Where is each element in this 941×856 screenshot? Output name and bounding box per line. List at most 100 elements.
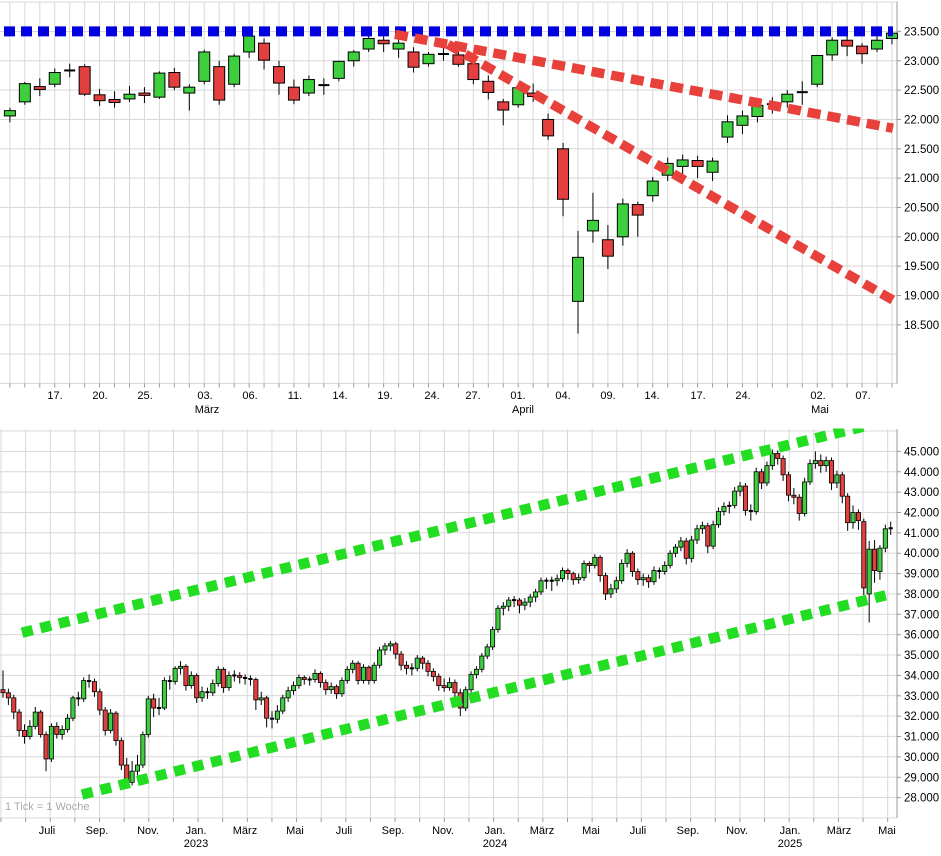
candle (753, 467, 759, 515)
candle (764, 461, 770, 487)
y-tick-label: 39.000 (904, 569, 939, 581)
candle (629, 551, 635, 577)
candle (371, 662, 377, 684)
x-tick-label: 17. (690, 390, 705, 402)
candle (829, 457, 835, 491)
candle (635, 568, 641, 585)
x-tick-label: März (530, 825, 554, 837)
x-tick-label: 24. (735, 390, 750, 402)
candle (544, 577, 549, 589)
candle (737, 481, 743, 497)
candles (0, 449, 893, 789)
candle (736, 110, 749, 135)
candle (727, 501, 732, 514)
y-tick-label: 23.000 (904, 56, 939, 68)
candle (657, 567, 662, 579)
candle (468, 671, 474, 693)
candle (323, 679, 329, 695)
candle (691, 155, 704, 179)
candle (183, 84, 196, 111)
candle (613, 576, 619, 593)
axis-ticks (0, 450, 901, 822)
candle (651, 566, 657, 585)
candle (437, 47, 449, 61)
candle (780, 455, 786, 481)
candle (871, 34, 883, 52)
candle (732, 487, 738, 509)
x-tick-label: Jan. (485, 825, 506, 837)
candle (683, 537, 689, 565)
y-axis-labels: 23.500 23.000 22.500 22.000 21.500 21.000 20.5… (904, 26, 939, 331)
candle (296, 674, 302, 689)
candle (769, 449, 775, 470)
candle (334, 684, 340, 699)
x-tick-label: 14. (644, 390, 659, 402)
candle (27, 720, 33, 740)
y-tick-label: 33.000 (904, 691, 939, 703)
candle (845, 493, 851, 531)
candle (549, 576, 554, 591)
candle (362, 34, 375, 52)
candle (414, 655, 420, 672)
x-tick-label: 19. (377, 390, 392, 402)
candle (123, 85, 136, 102)
candle (850, 505, 856, 529)
candle (570, 571, 576, 585)
candle (328, 682, 334, 694)
candle (274, 704, 280, 724)
candle (38, 710, 44, 738)
candle (11, 694, 17, 720)
y-tick-label: 20.000 (904, 232, 939, 244)
candle (76, 691, 81, 706)
candle (452, 679, 458, 699)
candle (3, 107, 16, 123)
candle (102, 707, 108, 736)
candle (382, 642, 388, 656)
candle (43, 731, 49, 772)
candle (22, 724, 28, 744)
candle (153, 71, 166, 99)
candle (16, 709, 22, 737)
x-period-label: März (195, 404, 219, 416)
candle (188, 671, 194, 689)
candle (839, 471, 845, 504)
candle (113, 711, 119, 746)
y-tick-label: 34.000 (904, 670, 939, 682)
candle (586, 561, 592, 573)
candle (291, 681, 297, 695)
candle (32, 707, 38, 730)
candle (603, 572, 609, 601)
candle (484, 643, 490, 660)
candle (269, 711, 275, 729)
candle (215, 666, 221, 687)
y-tick-label: 42.000 (904, 508, 939, 520)
x-period-label: April (512, 404, 534, 416)
candle (597, 555, 603, 582)
candle (855, 509, 861, 530)
candle (601, 225, 614, 270)
x-tick-label: März (233, 825, 257, 837)
candle (436, 673, 442, 691)
x-tick-label: 14. (332, 390, 347, 402)
candle (861, 518, 867, 595)
y-tick-label: 43.000 (904, 487, 939, 499)
candle (366, 665, 372, 685)
y-tick-label: 22.500 (904, 85, 939, 97)
candle (59, 725, 65, 740)
y-tick-label: 23.500 (904, 26, 939, 38)
x-tick-label: Juli (630, 825, 647, 837)
x-tick-label: Nov. (137, 825, 159, 837)
x-tick-label: 25. (137, 390, 152, 402)
candle (631, 201, 644, 237)
y-tick-label: 36.000 (904, 630, 939, 642)
candle (882, 524, 888, 553)
candle (619, 559, 625, 584)
grid (0, 1, 898, 385)
candle (592, 554, 598, 569)
candle (168, 67, 181, 91)
candle (586, 192, 599, 243)
candle (167, 675, 172, 690)
y-tick-label: 28.000 (904, 793, 939, 805)
candle (78, 64, 91, 96)
candle (48, 68, 61, 88)
